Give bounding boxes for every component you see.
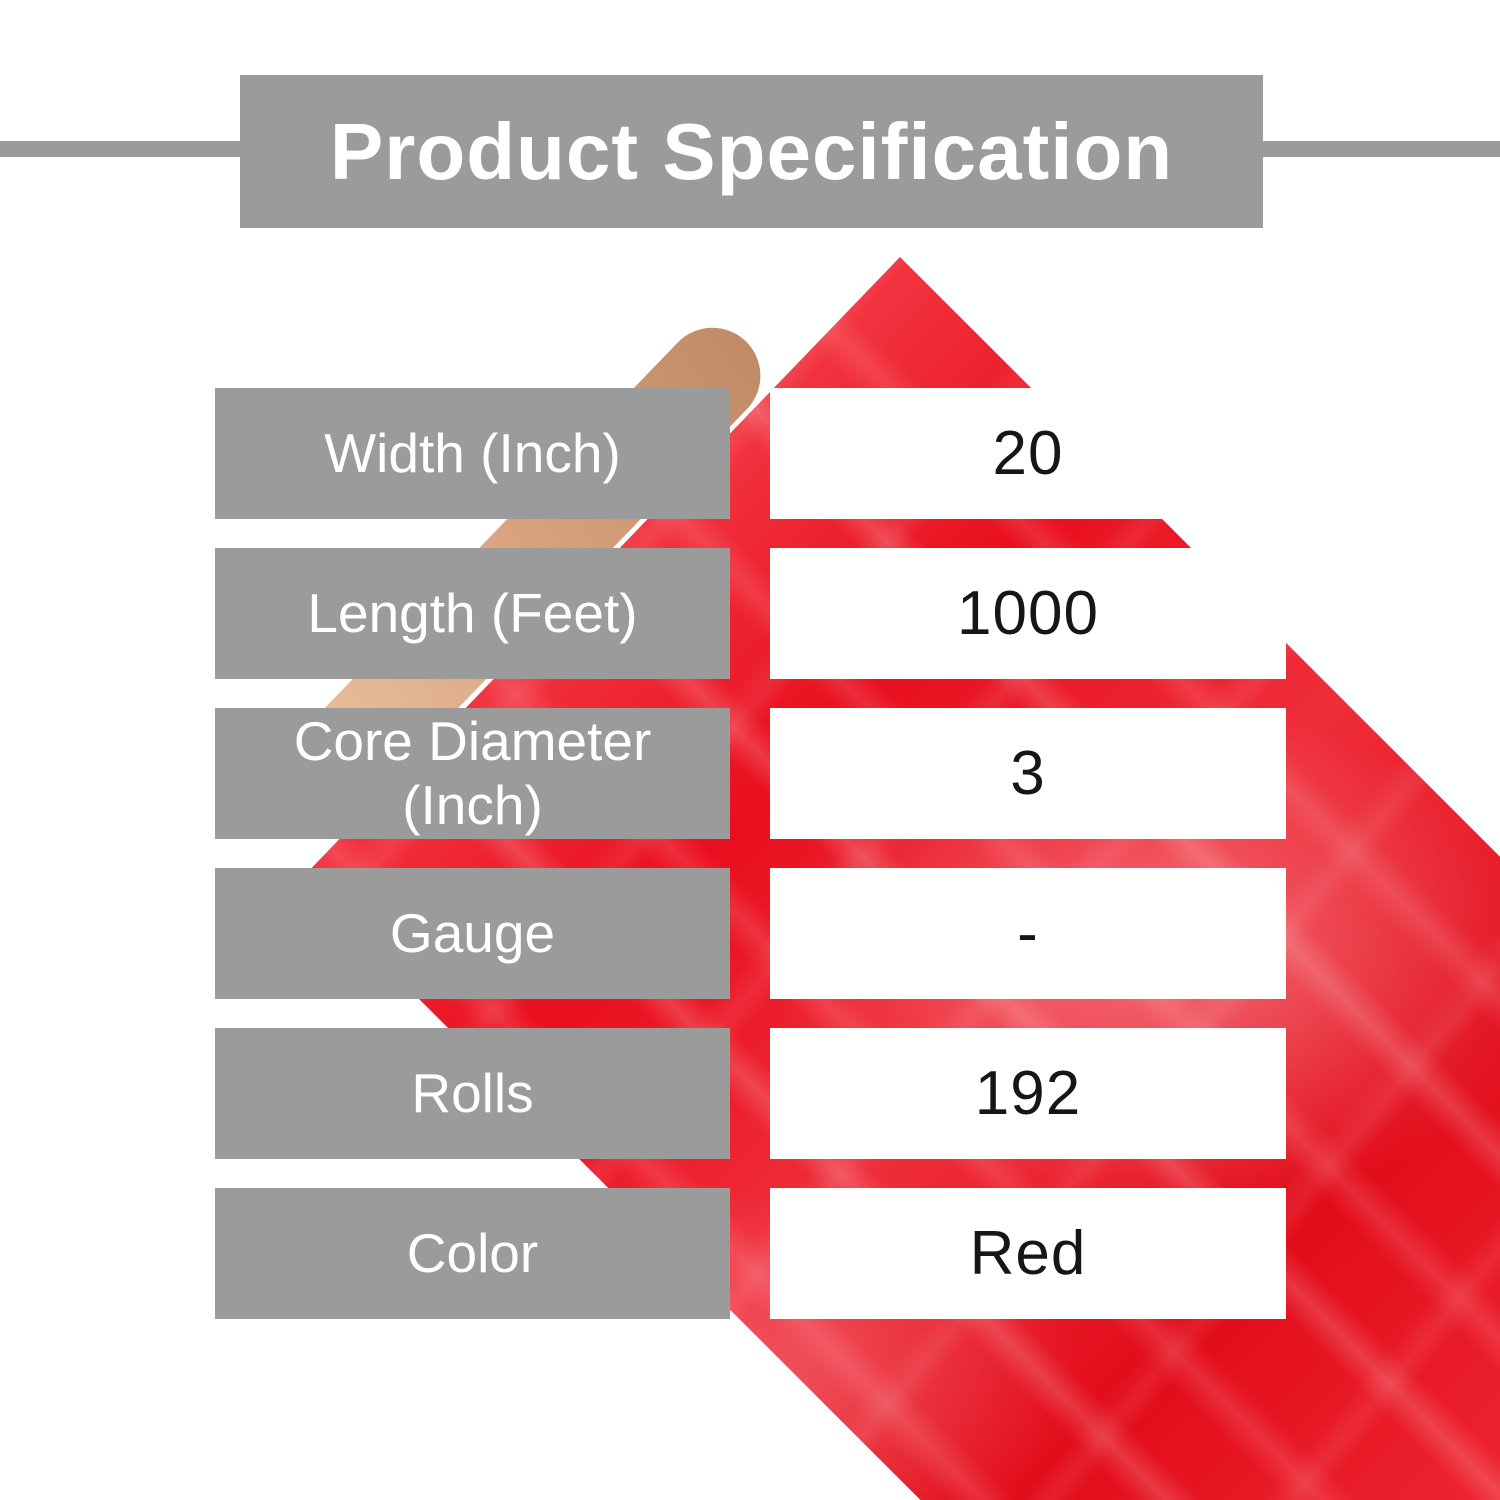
spec-label-box: Gauge	[215, 868, 730, 999]
spec-row-gauge: Gauge -	[215, 868, 1286, 999]
spec-value: Red	[969, 1219, 1087, 1288]
spec-label: Rolls	[411, 1061, 534, 1124]
title-banner: Product Specification	[240, 75, 1263, 228]
page-title: Product Specification	[329, 106, 1174, 196]
spec-label-box: Rolls	[215, 1028, 730, 1159]
spec-label: Color	[406, 1221, 539, 1284]
spec-table: Width (Inch) 20 Length (Feet) 1000 Core …	[215, 388, 1286, 1319]
spec-row-length: Length (Feet) 1000	[215, 548, 1286, 679]
spec-value: 20	[992, 419, 1064, 488]
spec-label-box: Color	[215, 1188, 730, 1319]
spec-value-box: 192	[770, 1028, 1286, 1159]
spec-row-core-diameter: Core Diameter (Inch) 3	[215, 708, 1286, 839]
spec-row-rolls: Rolls 192	[215, 1028, 1286, 1159]
spec-label: Gauge	[389, 901, 556, 964]
spec-label-box: Core Diameter (Inch)	[215, 708, 730, 839]
spec-label-box: Width (Inch)	[215, 388, 730, 519]
spec-row-color: Color Red	[215, 1188, 1286, 1319]
spec-value-box: 20	[770, 388, 1286, 519]
spec-value: -	[1017, 899, 1039, 968]
spec-value: 1000	[957, 579, 1099, 648]
spec-label: Length (Feet)	[307, 581, 638, 644]
spec-value: 3	[1010, 739, 1046, 808]
spec-label: Width (Inch)	[324, 421, 621, 484]
spec-value-box: 1000	[770, 548, 1286, 679]
spec-label-box: Length (Feet)	[215, 548, 730, 679]
spec-value-box: 3	[770, 708, 1286, 839]
spec-value-box: Red	[770, 1188, 1286, 1319]
spec-value: 192	[974, 1059, 1082, 1128]
spec-label: Core Diameter (Inch)	[293, 710, 652, 836]
spec-row-width: Width (Inch) 20	[215, 388, 1286, 519]
spec-value-box: -	[770, 868, 1286, 999]
